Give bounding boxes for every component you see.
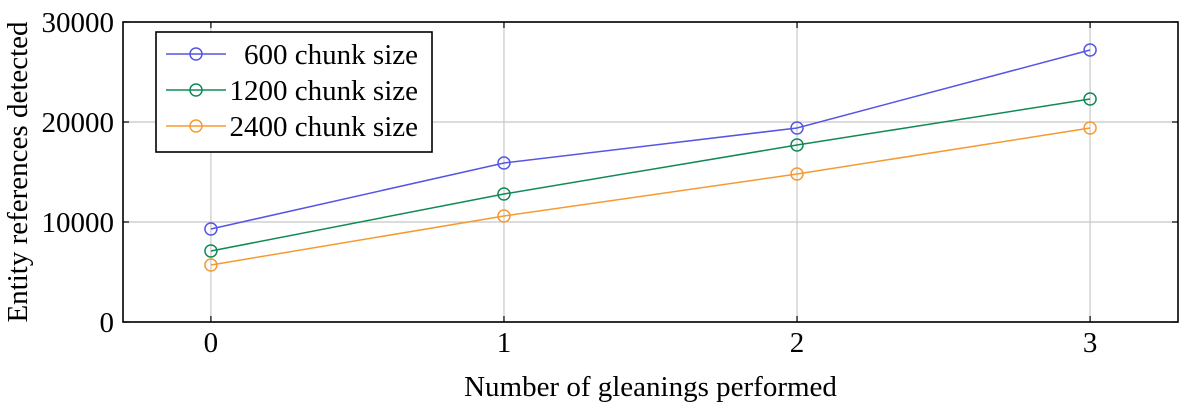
data-point xyxy=(1083,92,1097,106)
y-axis-ticks: 0 10000 20000 30000 xyxy=(42,7,1178,339)
series-line-0 xyxy=(210,49,1091,230)
plot-frame xyxy=(122,21,1179,323)
x-axis-title: Number of gleanings performed xyxy=(464,371,837,402)
y-tick-label: 20000 xyxy=(42,107,115,139)
data-point xyxy=(790,121,804,135)
legend: 600 chunk size 1200 chunk size 2400 chunk … xyxy=(155,31,433,153)
series-line-2 xyxy=(210,127,1091,266)
x-tick-label: 0 xyxy=(204,327,219,359)
data-point xyxy=(790,138,804,152)
data-point xyxy=(497,209,511,223)
y-tick-label: 10000 xyxy=(42,207,115,239)
x-tick-label: 2 xyxy=(790,327,805,359)
legend-marker xyxy=(189,119,203,133)
legend-label: 1200 chunk size xyxy=(230,75,418,107)
y-axis-title: Entity references detected xyxy=(2,21,34,323)
data-point xyxy=(204,244,218,258)
series-line-1 xyxy=(210,98,1091,252)
legend-marker xyxy=(189,47,203,61)
x-tick-label: 1 xyxy=(497,327,512,359)
x-axis-ticks: 0 1 2 3 xyxy=(204,22,1098,359)
data-point xyxy=(1083,121,1097,135)
data-point xyxy=(497,156,511,170)
legend-label: 600 chunk size xyxy=(244,39,418,71)
x-tick-label: 3 xyxy=(1083,327,1098,359)
y-tick-label: 0 xyxy=(100,307,115,339)
data-point xyxy=(790,167,804,181)
series-layer xyxy=(204,43,1097,272)
y-tick-label: 30000 xyxy=(42,7,115,39)
data-point xyxy=(497,187,511,201)
data-point xyxy=(204,222,218,236)
data-point xyxy=(1083,43,1097,57)
legend-label: 2400 chunk size xyxy=(230,111,418,143)
legend-marker xyxy=(189,83,203,97)
data-point xyxy=(204,258,218,272)
